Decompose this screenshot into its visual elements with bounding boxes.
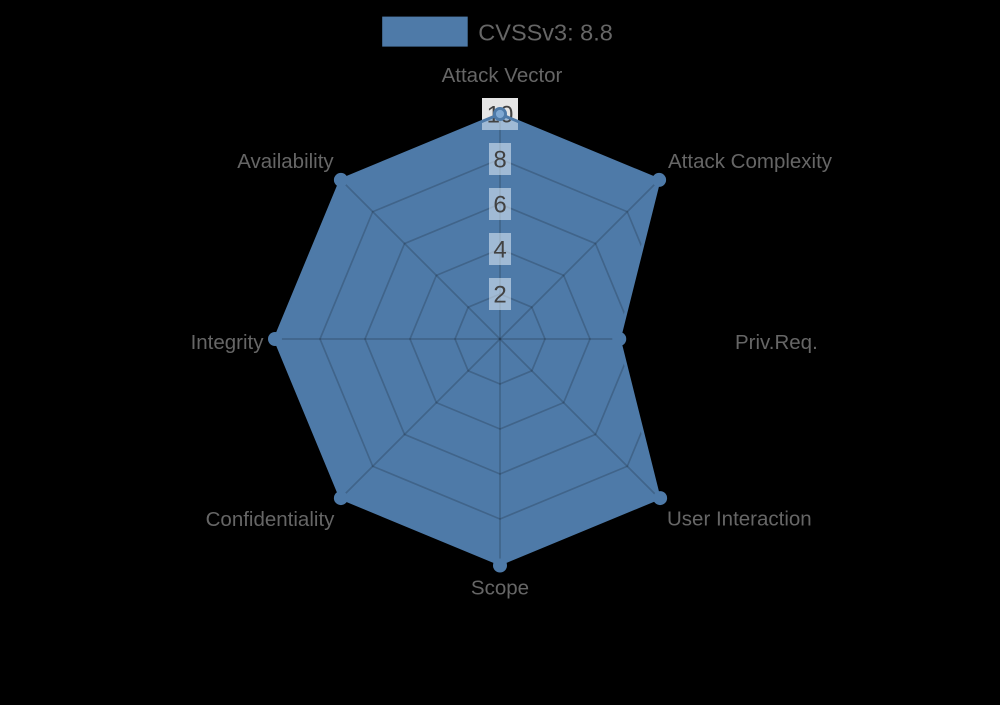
- svg-text:Scope: Scope: [471, 577, 529, 600]
- svg-text:Confidentiality: Confidentiality: [206, 508, 336, 531]
- svg-text:Attack Complexity: Attack Complexity: [668, 150, 833, 173]
- svg-text:Attack Vector: Attack Vector: [442, 64, 563, 87]
- svg-text:2: 2: [493, 281, 506, 308]
- svg-text:4: 4: [493, 236, 506, 263]
- svg-text:Priv.Req.: Priv.Req.: [735, 331, 818, 354]
- svg-text:User Interaction: User Interaction: [667, 508, 812, 531]
- svg-text:6: 6: [493, 191, 506, 218]
- svg-text:Availability: Availability: [237, 150, 334, 173]
- svg-text:CVSSv3: 8.8: CVSSv3: 8.8: [478, 19, 613, 45]
- svg-text:Integrity: Integrity: [191, 331, 265, 354]
- svg-text:8: 8: [493, 146, 506, 173]
